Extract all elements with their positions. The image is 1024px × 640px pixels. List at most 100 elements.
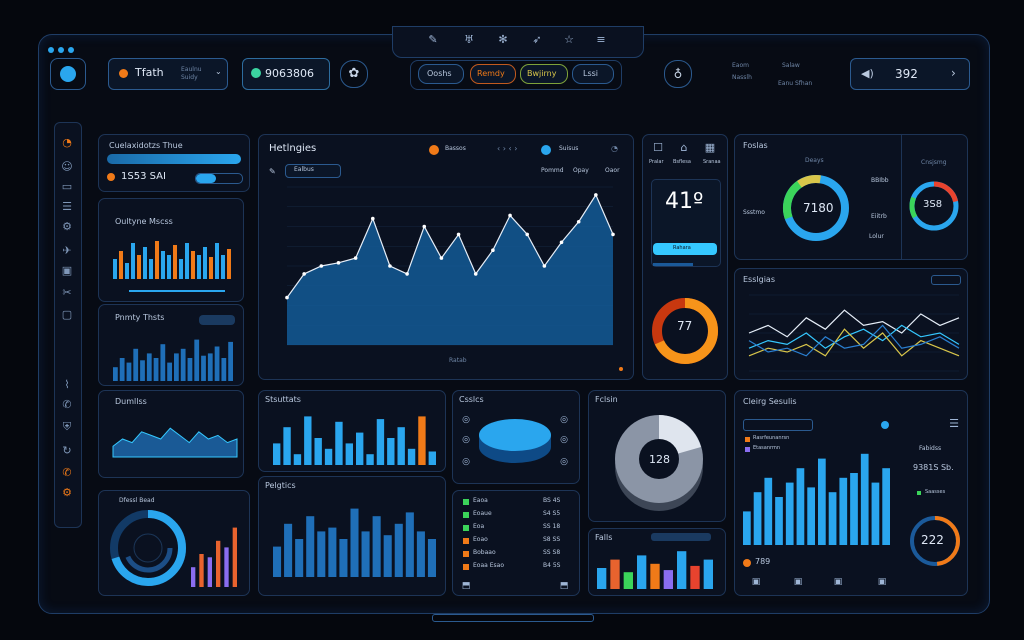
disk-icon-6[interactable]: ◎ <box>560 457 568 467</box>
cart-icon[interactable]: ⌂ <box>680 141 688 154</box>
pt-toggle[interactable] <box>199 315 235 325</box>
menu-icon[interactable]: ≡ <box>596 33 606 46</box>
bar <box>284 523 293 577</box>
clock-icon[interactable]: ◔ <box>611 144 618 153</box>
tab-2[interactable]: Opay <box>573 167 589 174</box>
main-area-chart <box>285 186 615 346</box>
call-icon[interactable]: ✆ <box>62 466 72 479</box>
multi-line-chart <box>748 294 960 372</box>
bar <box>126 362 132 381</box>
bar <box>273 546 282 577</box>
settings-icon[interactable]: ⚙ <box>62 486 72 499</box>
list-dot <box>463 538 469 544</box>
bar <box>345 443 353 465</box>
footer-dot <box>619 367 623 371</box>
doc-icon[interactable]: ☰ <box>949 417 959 430</box>
flower-icon[interactable]: ✿ <box>340 60 368 88</box>
footer-icon-3[interactable]: ▣ <box>833 577 843 587</box>
brand-sub: Eaulnu Suidy <box>181 66 202 81</box>
account-box[interactable]: 9063806 <box>242 58 330 90</box>
brand-selector[interactable]: Tfath Eaulnu Suidy ⌄ <box>108 58 228 90</box>
logo-badge[interactable] <box>50 58 86 90</box>
folder-icon[interactable]: ▭ <box>61 180 73 193</box>
donut-left-label: Ssstmo <box>743 209 765 216</box>
bar <box>860 453 869 545</box>
filter-select[interactable]: Ealbus <box>285 164 341 178</box>
nav-item-1[interactable]: Ooshs <box>418 64 464 84</box>
notif-line-2: Nasslh <box>732 74 752 81</box>
image-icon[interactable]: ▣ <box>61 264 73 277</box>
tab-1[interactable]: Pommd <box>541 167 564 174</box>
bar <box>350 508 359 577</box>
window-dots <box>48 38 74 57</box>
bar <box>203 247 207 279</box>
disk-icon-4[interactable]: ◎ <box>560 415 568 425</box>
bar <box>161 251 165 279</box>
disk-icon-2[interactable]: ◎ <box>462 435 470 445</box>
nav-arrows[interactable]: ‹ › ‹ › <box>497 144 518 153</box>
note-icon[interactable]: ▢ <box>61 308 73 321</box>
chevron-down-icon: ⌄ <box>215 67 222 76</box>
bar <box>143 247 147 279</box>
list-left-icon[interactable]: ⬒ <box>461 581 471 591</box>
list-icon[interactable]: ☰ <box>62 200 72 213</box>
disk-icon-1[interactable]: ◎ <box>462 415 470 425</box>
refresh-icon[interactable]: ↻ <box>62 444 72 457</box>
phone-icon[interactable]: ✆ <box>62 398 72 411</box>
tab-3[interactable]: Oaor <box>605 167 620 174</box>
grid-icon[interactable]: ▦ <box>704 141 716 154</box>
shield-icon[interactable]: ⛨ <box>62 420 72 433</box>
cs-legend-pill[interactable] <box>743 419 813 431</box>
bar <box>283 427 291 465</box>
bug-icon[interactable]: ✻ <box>498 33 508 46</box>
footer-icon-1[interactable]: ▣ <box>751 577 761 587</box>
stat-button[interactable]: Rahara <box>653 243 717 255</box>
scissors-icon[interactable]: ✂ <box>62 286 72 299</box>
footer-icon-2[interactable]: ▣ <box>793 577 803 587</box>
quality-bars <box>113 241 231 279</box>
pen-icon[interactable]: ✎ <box>428 33 438 46</box>
settings-small-icon[interactable]: ✎ <box>269 167 276 176</box>
bag-icon[interactable]: ☐ <box>653 141 663 154</box>
star-icon[interactable]: ☆ <box>564 33 574 46</box>
line-filter[interactable] <box>931 275 961 285</box>
fails-tabs[interactable] <box>651 533 711 541</box>
rocket-icon[interactable]: ➶ <box>532 33 542 46</box>
bar <box>146 353 152 381</box>
dp-card: Dumllss <box>98 390 244 478</box>
bar <box>228 341 233 381</box>
mic-icon[interactable]: ♅ <box>464 33 474 46</box>
bar <box>174 353 179 381</box>
volume-control[interactable]: ◀) 392 › <box>850 58 970 90</box>
disk-icon-3[interactable]: ◎ <box>462 457 470 467</box>
nav-item-4[interactable]: Lssi <box>572 64 614 84</box>
list-item-value: B4 5S <box>543 562 561 569</box>
bar <box>818 458 826 545</box>
nav-item-2[interactable]: Remdy <box>470 64 516 84</box>
signal-icon[interactable]: ⌇ <box>64 378 70 391</box>
balance-toggle[interactable] <box>195 173 243 184</box>
bottom-handle[interactable] <box>432 614 594 622</box>
point <box>302 272 306 276</box>
chat-icon[interactable]: ☺ <box>61 160 73 173</box>
fails-bars <box>597 551 713 589</box>
cs-toggle-dot[interactable] <box>881 421 889 429</box>
list-item-value: BS 4S <box>543 497 561 504</box>
nav-item-3[interactable]: Bwjirny <box>520 64 568 84</box>
footer-icon-4[interactable]: ▣ <box>877 577 887 587</box>
bar <box>197 255 201 279</box>
car-icon[interactable]: ⚙ <box>62 220 72 233</box>
bar <box>418 416 426 465</box>
user-icon[interactable]: ♁ <box>664 60 692 88</box>
bar <box>167 362 172 381</box>
clock-icon[interactable]: ◔ <box>62 136 72 149</box>
quality-slider[interactable] <box>129 290 225 292</box>
list-right-icon[interactable]: ⬒ <box>559 581 569 591</box>
disk-icon-5[interactable]: ◎ <box>560 435 568 445</box>
plane-icon[interactable]: ✈ <box>62 244 72 257</box>
balance-progress[interactable] <box>107 154 241 164</box>
list-item-value: SS S8 <box>543 549 561 556</box>
bar <box>407 448 416 465</box>
list-dot <box>463 499 469 505</box>
cs-legend-dot-1 <box>745 437 750 442</box>
